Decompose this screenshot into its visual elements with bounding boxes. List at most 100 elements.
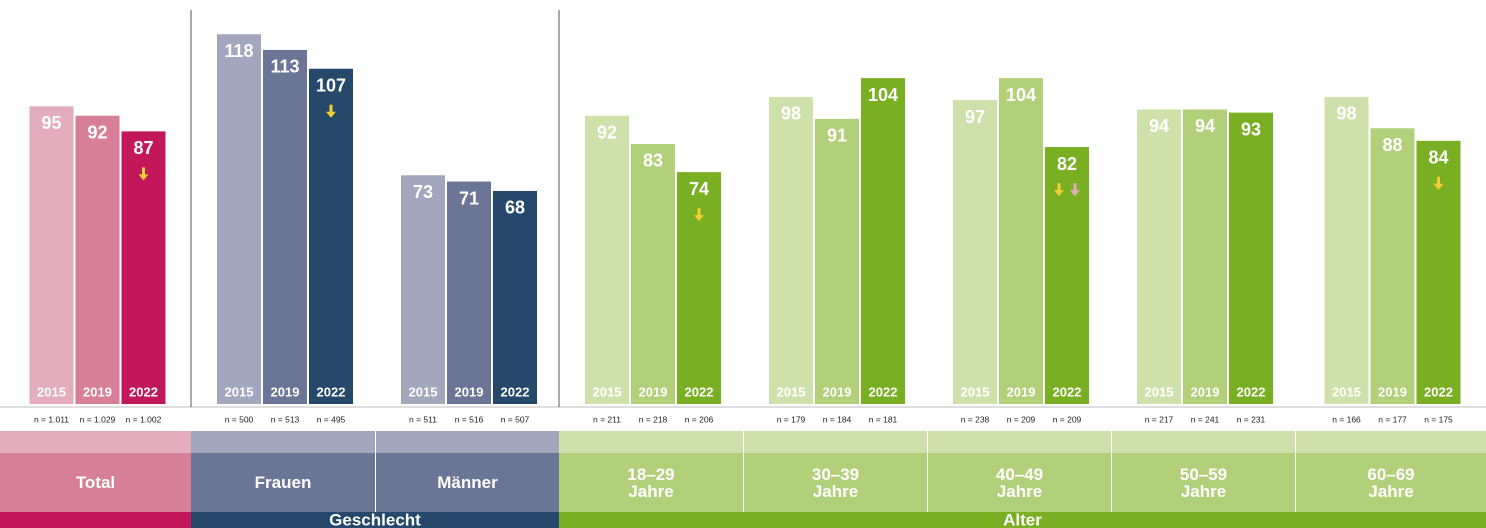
sample-size: n = 507 xyxy=(501,414,530,424)
sample-size: n = 206 xyxy=(685,414,714,424)
year-label: 2019 xyxy=(455,384,484,399)
sample-size: n = 513 xyxy=(271,414,300,424)
value-label: 94 xyxy=(1195,116,1215,136)
bar xyxy=(1324,96,1369,404)
band-mid xyxy=(928,453,1111,512)
category-text: 60–69 Jahre xyxy=(1367,464,1415,501)
bar xyxy=(769,96,813,404)
category-box: Total xyxy=(0,453,191,512)
year-label: 2015 xyxy=(1145,384,1174,399)
category-text: 40–49 Jahre xyxy=(995,464,1044,501)
year-label: 2022 xyxy=(1424,384,1453,399)
bar xyxy=(953,100,997,405)
sample-size: n = 184 xyxy=(823,414,852,424)
year-label: 2015 xyxy=(409,384,438,399)
category-box: 50–59 Jahre xyxy=(1112,453,1295,512)
bar xyxy=(75,115,120,404)
value-label: 92 xyxy=(87,122,107,142)
sample-size: n = 495 xyxy=(317,414,346,424)
sample-size: n = 241 xyxy=(1191,414,1220,424)
value-label: 92 xyxy=(597,122,617,142)
decline-arrow xyxy=(1054,183,1064,197)
year-label: 2015 xyxy=(777,384,806,399)
value-label: 98 xyxy=(781,104,801,124)
year-label: 2022 xyxy=(685,384,714,399)
year-label: 2019 xyxy=(1378,384,1407,399)
decline-arrow xyxy=(1070,183,1080,197)
sample-size: n = 500 xyxy=(225,414,254,424)
value-label: 74 xyxy=(689,179,709,199)
sample-size: n = 211 xyxy=(593,414,621,424)
decline-arrow xyxy=(694,208,704,222)
band-light xyxy=(928,431,1111,453)
category-label: 30–39 Jahre xyxy=(744,453,927,512)
category-box: 40–49 Jahre xyxy=(995,464,1044,501)
category-label: Männer xyxy=(376,453,559,512)
section-label: Alter xyxy=(1003,510,1042,528)
value-label: 97 xyxy=(965,107,985,127)
bar xyxy=(1183,109,1227,404)
year-label: 2019 xyxy=(271,384,300,399)
year-label: 2022 xyxy=(129,384,158,399)
bar xyxy=(263,49,307,404)
value-label: 98 xyxy=(1336,104,1356,124)
bar xyxy=(1229,112,1273,404)
bar xyxy=(1045,147,1089,405)
sample-size: n = 175 xyxy=(1424,414,1453,424)
bar xyxy=(217,34,261,405)
value-label: 104 xyxy=(1006,85,1036,105)
category-text: 30–39 Jahre xyxy=(811,464,860,501)
bar xyxy=(999,78,1043,404)
band-light xyxy=(559,431,743,453)
band-mid xyxy=(191,453,375,512)
category-label: 50–59 Jahre xyxy=(1112,453,1295,512)
band-mid xyxy=(559,453,743,512)
value-label: 107 xyxy=(316,75,346,95)
year-label: 2022 xyxy=(317,384,346,399)
value-label: 94 xyxy=(1149,116,1169,136)
band-mid xyxy=(744,453,927,512)
sample-size: n = 1.002 xyxy=(126,414,162,424)
category-text: 18–29 Jahre xyxy=(627,464,675,501)
category-label: Total xyxy=(0,453,191,512)
category-box: 18–29 Jahre xyxy=(627,464,675,501)
year-label: 2015 xyxy=(225,384,254,399)
band-mid xyxy=(1296,453,1486,512)
bar xyxy=(29,106,74,404)
sample-size: n = 511 xyxy=(409,414,437,424)
year-label: 2022 xyxy=(501,384,530,399)
bar xyxy=(815,118,859,404)
bar xyxy=(401,175,445,404)
sample-size: n = 166 xyxy=(1332,414,1361,424)
value-label: 82 xyxy=(1057,154,1077,174)
value-label: 95 xyxy=(41,113,61,133)
value-label: 93 xyxy=(1241,119,1261,139)
value-label: 88 xyxy=(1382,135,1402,155)
value-label: 118 xyxy=(224,41,253,61)
category-label: 60–69 Jahre xyxy=(1296,453,1486,512)
bar xyxy=(861,78,905,404)
bar xyxy=(631,143,675,404)
sample-size: n = 238 xyxy=(961,414,990,424)
value-label: 104 xyxy=(868,85,898,105)
decline-arrow xyxy=(138,167,149,181)
year-label: 2019 xyxy=(83,384,112,399)
year-label: 2022 xyxy=(1237,384,1266,399)
year-label: 2015 xyxy=(593,384,622,399)
year-label: 2022 xyxy=(869,384,898,399)
value-label: 91 xyxy=(827,126,847,146)
decline-arrow xyxy=(1433,176,1444,190)
band-light xyxy=(744,431,927,453)
bar xyxy=(1137,109,1181,404)
category-text: Total xyxy=(75,473,116,492)
category-text: Männer xyxy=(437,473,498,492)
category-box: Männer xyxy=(376,453,559,512)
sample-size: n = 177 xyxy=(1378,414,1407,424)
band-light xyxy=(191,431,375,453)
sample-size: n = 516 xyxy=(455,414,484,424)
category-box: 60–69 Jahre xyxy=(1296,453,1486,512)
sample-size: n = 209 xyxy=(1053,414,1082,424)
year-label: 2022 xyxy=(1053,384,1082,399)
bar xyxy=(493,190,537,404)
decline-arrow xyxy=(326,104,336,118)
